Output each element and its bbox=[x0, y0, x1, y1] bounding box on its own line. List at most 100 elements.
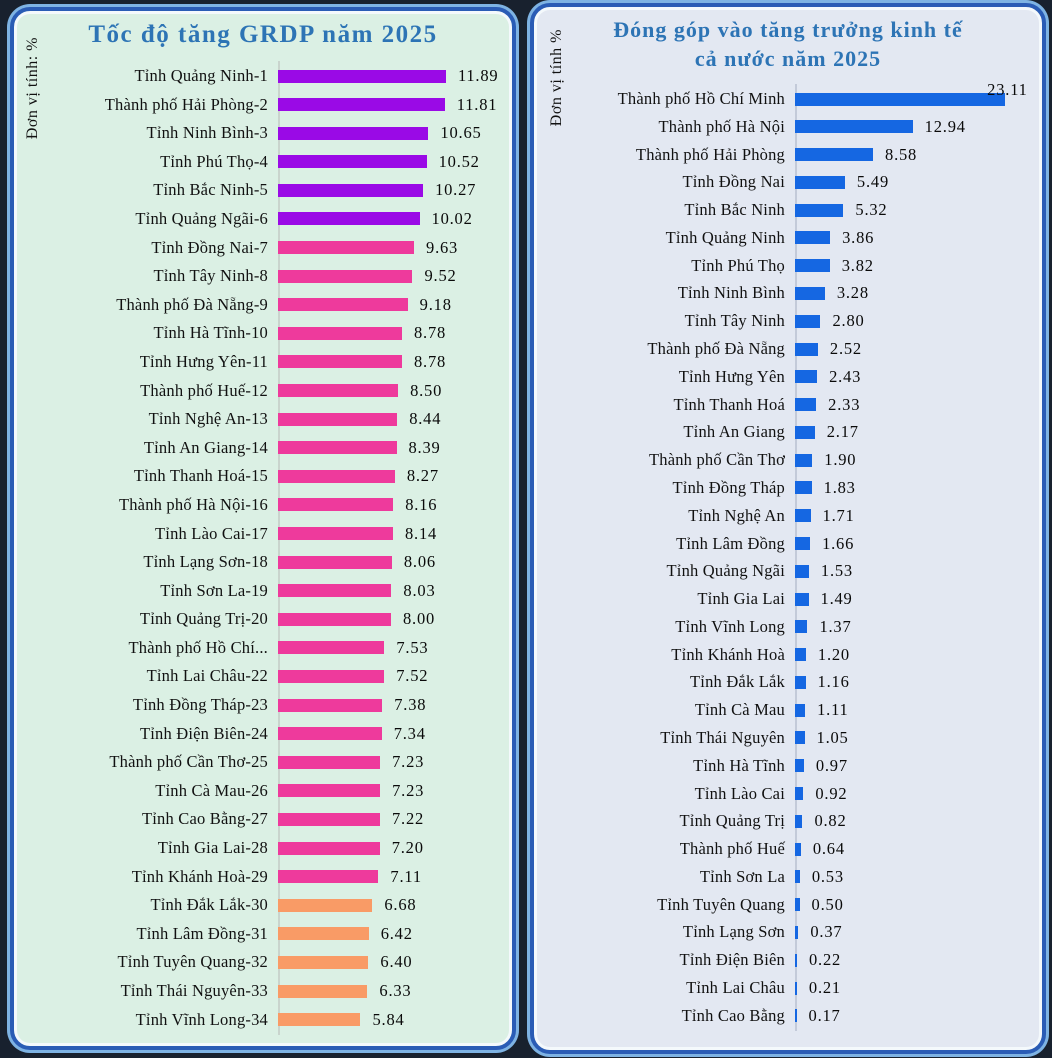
bar-track: 8.06 bbox=[278, 552, 504, 571]
bar bbox=[278, 898, 373, 912]
bar-track: 10.65 bbox=[278, 123, 504, 142]
bar bbox=[795, 620, 808, 634]
bar bbox=[278, 870, 379, 884]
category-label: Tỉnh Quảng Trị-20 bbox=[139, 609, 268, 629]
category-label: Tỉnh An Giang-14 bbox=[143, 437, 268, 457]
value-label: 8.06 bbox=[403, 552, 436, 572]
bar-track: 10.02 bbox=[278, 209, 504, 228]
bar-row: Tỉnh Lai Châu-22 7.52 bbox=[24, 665, 504, 687]
category-label: Thành phố Huế-12 bbox=[140, 380, 268, 400]
bar-track: 6.42 bbox=[278, 924, 504, 943]
bar bbox=[278, 298, 408, 312]
value-label: 0.53 bbox=[811, 866, 844, 886]
bar bbox=[795, 148, 874, 162]
bar bbox=[795, 925, 799, 939]
value-label: 7.11 bbox=[390, 866, 422, 886]
category-label: Thành phố Hải Phòng-2 bbox=[104, 94, 268, 114]
bar-track: 1.16 bbox=[795, 672, 1036, 691]
bar-row: Tỉnh Thanh Hoá 2.33 bbox=[544, 394, 1036, 416]
value-label: 2.17 bbox=[826, 422, 859, 442]
category-label: Tỉnh Vĩnh Long-34 bbox=[135, 1009, 268, 1029]
bar-row: Tỉnh Quảng Trị-20 8.00 bbox=[24, 608, 504, 630]
category-label: Tỉnh Bắc Ninh bbox=[684, 200, 785, 220]
bar-row: Tỉnh Ninh Bình 3.28 bbox=[544, 282, 1036, 304]
bar-track: 0.21 bbox=[795, 978, 1036, 997]
bar-track: 8.44 bbox=[278, 409, 504, 428]
bar-track: 1.66 bbox=[795, 534, 1036, 553]
bar bbox=[278, 441, 397, 455]
axis-line bbox=[278, 61, 280, 1035]
bar-track: 3.82 bbox=[795, 256, 1036, 275]
axis-line bbox=[795, 84, 797, 1031]
bar-row: Tỉnh Lào Cai-17 8.14 bbox=[24, 523, 504, 545]
contribution-chart-title: Đóng góp vào tăng trưởng kinh tế cả nước… bbox=[534, 15, 1042, 73]
bar-row: Tỉnh Quảng Ngãi-6 10.02 bbox=[24, 208, 504, 230]
bar bbox=[278, 584, 392, 598]
category-label: Tỉnh Đồng Nai bbox=[682, 172, 785, 192]
category-label: Tỉnh Đồng Nai-7 bbox=[151, 237, 268, 257]
bar-track: 8.58 bbox=[795, 145, 1036, 164]
value-label: 8.27 bbox=[406, 466, 439, 486]
bar-row: Tỉnh Sơn La-19 8.03 bbox=[24, 580, 504, 602]
bar bbox=[795, 370, 818, 384]
bar bbox=[278, 755, 381, 769]
bar-track: 7.34 bbox=[278, 724, 504, 743]
value-label: 0.97 bbox=[815, 755, 848, 775]
bar bbox=[795, 537, 811, 550]
category-label: Tỉnh Vĩnh Long bbox=[675, 616, 785, 636]
bar-row: Tỉnh Khánh Hoà-29 7.11 bbox=[24, 866, 504, 888]
bar-row: Tỉnh Cà Mau 1.11 bbox=[544, 699, 1036, 721]
value-label: 8.78 bbox=[414, 351, 447, 371]
value-label: 1.11 bbox=[817, 700, 849, 720]
bar-row: Thành phố Hải Phòng 8.58 bbox=[544, 144, 1036, 166]
bar-track: 1.49 bbox=[795, 589, 1036, 608]
bar bbox=[278, 498, 394, 512]
bar-row: Tỉnh Phú Thọ 3.82 bbox=[544, 255, 1036, 277]
bar-row: Thành phố Hồ Chí... 7.53 bbox=[24, 637, 504, 659]
category-label: Thành phố Cần Thơ-25 bbox=[109, 752, 268, 772]
bar-row: Tỉnh Lạng Sơn-18 8.06 bbox=[24, 551, 504, 573]
bar-track: 8.78 bbox=[278, 323, 504, 342]
category-label: Tỉnh Điện Biên-24 bbox=[139, 723, 268, 743]
bar-row: Tỉnh Bắc Ninh 5.32 bbox=[544, 199, 1036, 221]
category-label: Tỉnh Ninh Bình-3 bbox=[146, 123, 268, 143]
bar-row: Tỉnh Nghệ An 1.71 bbox=[544, 505, 1036, 527]
bar bbox=[278, 727, 382, 741]
value-label: 7.53 bbox=[396, 637, 429, 657]
bar bbox=[795, 120, 913, 134]
bar-track: 8.03 bbox=[278, 581, 504, 600]
bar bbox=[795, 675, 806, 689]
value-label: 8.00 bbox=[403, 609, 436, 629]
bar bbox=[795, 1009, 797, 1023]
bar bbox=[795, 398, 817, 412]
bar-track: 7.23 bbox=[278, 781, 504, 800]
bar bbox=[278, 384, 399, 398]
bar-row: Tỉnh Đồng Tháp 1.83 bbox=[544, 477, 1036, 499]
value-label: 0.64 bbox=[812, 839, 845, 859]
bar bbox=[278, 812, 380, 826]
value-label: 0.92 bbox=[815, 783, 848, 803]
category-label: Tỉnh Lào Cai-17 bbox=[155, 523, 268, 543]
bar bbox=[278, 155, 427, 169]
bar-row: Tỉnh Lạng Sơn 0.37 bbox=[544, 921, 1036, 943]
value-label: 10.02 bbox=[431, 208, 473, 228]
bar-track: 8.39 bbox=[278, 438, 504, 457]
bar bbox=[795, 703, 806, 717]
bar-track: 7.22 bbox=[278, 809, 504, 828]
bar-row: Thành phố Huế 0.64 bbox=[544, 838, 1036, 860]
bar bbox=[278, 469, 395, 483]
bar bbox=[278, 326, 402, 340]
value-label: 2.80 bbox=[832, 311, 865, 331]
bar-row: Tỉnh Cà Mau-26 7.23 bbox=[24, 780, 504, 802]
value-label: 8.44 bbox=[409, 409, 442, 429]
bar-track: 1.90 bbox=[795, 450, 1036, 469]
category-label: Thành phố Hồ Chí Minh bbox=[617, 89, 785, 108]
bar-row: Thành phố Hà Nội 12.94 bbox=[544, 116, 1036, 138]
value-label: 1.90 bbox=[824, 450, 857, 470]
value-label: 8.03 bbox=[403, 580, 436, 600]
category-label: Tỉnh Phú Thọ bbox=[691, 255, 785, 275]
bar-track: 12.94 bbox=[795, 117, 1036, 136]
bar-track: 0.64 bbox=[795, 839, 1036, 858]
bar-track: 7.38 bbox=[278, 695, 504, 714]
bar bbox=[278, 784, 381, 798]
